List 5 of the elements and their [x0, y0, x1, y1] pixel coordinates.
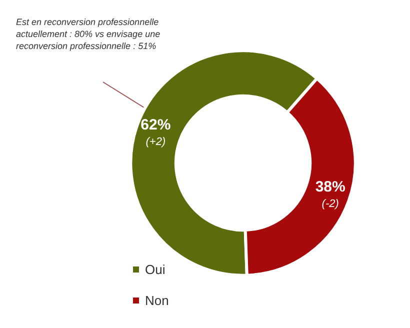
text: Est en reconversion professionnelle actuellement : 80% vs envisage une reconversion professionnelle : 51%: [16, 17, 163, 51]
data-label: 38% (-2): [315, 178, 346, 210]
legend-label: Oui: [145, 262, 166, 277]
legend-label: Non: [145, 293, 169, 308]
data-label: 62% (+2): [140, 116, 171, 148]
